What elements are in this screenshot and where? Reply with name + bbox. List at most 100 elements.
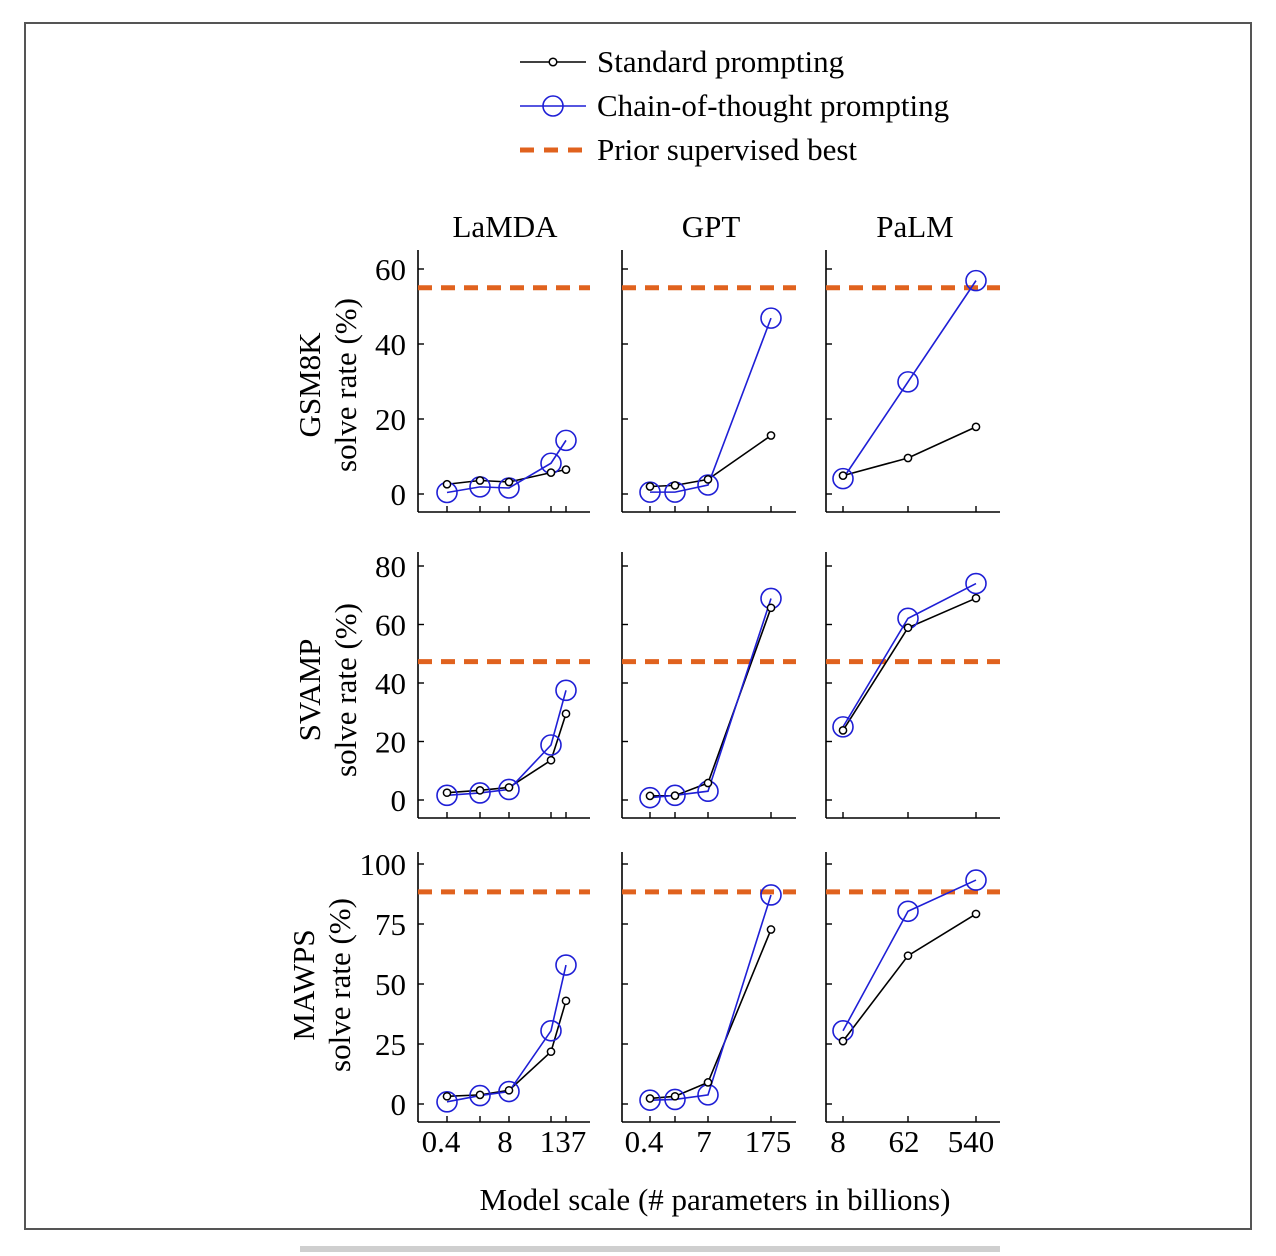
standard-point-gsm8k-palm (971, 422, 981, 432)
standard-point-svamp-palm (838, 726, 848, 735)
y-tick-label-mawps-lamda: 100 (360, 847, 407, 882)
cot-line-mawps-gpt (649, 894, 772, 1101)
standard-point-svamp-lamda (504, 783, 514, 792)
row-dataset-gsm8k: GSM8K (292, 332, 327, 438)
standard-point-mawps-palm (838, 1036, 848, 1046)
standard-point-mawps-gpt (703, 1078, 713, 1087)
row-ylabel-svamp: solve rate (%) (328, 603, 363, 777)
standard-point-svamp-lamda (561, 709, 571, 719)
x-tick-label-gpt: 175 (745, 1124, 792, 1159)
x-tick-label-palm: 62 (889, 1124, 920, 1159)
legend-label-standard: Standard prompting (597, 44, 844, 79)
standard-point-svamp-gpt (670, 791, 680, 800)
standard-point-mawps-gpt (645, 1094, 655, 1103)
legend-item-standard: Standard prompting (520, 44, 844, 79)
standard-point-gsm8k-lamda (442, 479, 452, 489)
standard-point-svamp-lamda (442, 788, 452, 798)
cot-point-mawps-gpt (639, 1089, 661, 1111)
cot-point-svamp-lamda (555, 679, 577, 702)
standard-point-gsm8k-lamda (475, 476, 485, 485)
row-dataset-mawps: MAWPS (286, 929, 321, 1040)
panels: 0 20 40 60 0 20 40 60 80 0 25 50 75 100 (360, 250, 1000, 1123)
panel-svamp-lamda: 0 20 40 60 80 (375, 549, 590, 819)
cot-point-mawps-lamda (555, 954, 577, 976)
standard-point-gsm8k-palm (838, 471, 848, 480)
cot-line-svamp-gpt (649, 598, 772, 799)
x-tick-label-lamda: 137 (540, 1124, 587, 1159)
legend-item-cot: Chain-of-thought prompting (520, 88, 949, 123)
row-labels: GSM8K solve rate (%) SVAMP solve rate (%… (286, 298, 363, 1072)
y-tick-label-gsm8k-lamda: 60 (375, 252, 406, 287)
panel-gsm8k-lamda: 0 20 40 60 (375, 250, 590, 513)
cot-point-gsm8k-palm (965, 269, 987, 292)
y-tick-label-svamp-lamda: 0 (391, 783, 407, 818)
cot-point-gsm8k-lamda (555, 429, 577, 452)
cot-point-gsm8k-palm (897, 371, 919, 393)
standard-point-gsm8k-gpt (703, 475, 713, 484)
x-tick-label-lamda: 0.4 (422, 1124, 461, 1159)
y-tick-label-gsm8k-lamda: 0 (391, 477, 407, 512)
column-title-lamda: LaMDA (452, 209, 558, 244)
standard-point-svamp-gpt (703, 778, 713, 788)
standard-point-svamp-lamda (546, 755, 556, 765)
panel-svamp-palm (825, 552, 1000, 819)
y-tick-label-svamp-lamda: 40 (375, 666, 406, 701)
x-tick-label-palm: 540 (948, 1124, 995, 1159)
cot-point-mawps-lamda (498, 1080, 520, 1103)
y-tick-label-mawps-lamda: 50 (375, 967, 406, 1002)
cot-point-gsm8k-palm (832, 467, 854, 490)
standard-line-gsm8k-palm (842, 426, 977, 477)
panel-mawps-lamda: 0 25 50 75 100 (360, 847, 590, 1123)
x-axis-label: Model scale (# parameters in billions) (480, 1182, 951, 1217)
y-tick-label-mawps-lamda: 75 (375, 907, 406, 942)
cot-line-gsm8k-lamda (446, 439, 567, 494)
standard-point-svamp-palm (903, 623, 913, 633)
cot-point-gsm8k-gpt (697, 474, 719, 496)
row-dataset-svamp: SVAMP (292, 639, 327, 742)
legend-label-cot: Chain-of-thought prompting (597, 88, 949, 123)
standard-point-svamp-gpt (766, 603, 776, 613)
cot-line-gsm8k-palm (842, 280, 977, 480)
standard-point-svamp-gpt (645, 791, 655, 801)
cot-point-svamp-lamda (469, 782, 491, 804)
y-tick-label-mawps-lamda: 25 (375, 1027, 406, 1062)
cot-point-svamp-palm (832, 716, 854, 738)
cot-point-mawps-palm (965, 869, 987, 891)
cot-point-mawps-gpt (664, 1088, 686, 1111)
standard-line-svamp-lamda (446, 713, 567, 794)
standard-line-mawps-gpt (649, 929, 772, 1100)
panel-mawps-palm (825, 852, 1000, 1123)
cot-point-mawps-lamda (469, 1084, 491, 1107)
row-label-svamp: SVAMP solve rate (%) (292, 603, 363, 777)
standard-point-svamp-lamda (475, 785, 485, 795)
y-tick-label-mawps-lamda: 0 (391, 1087, 407, 1122)
standard-line-gsm8k-gpt (649, 434, 772, 488)
y-tick-label-svamp-lamda: 80 (375, 549, 406, 584)
cot-point-svamp-lamda (436, 784, 458, 807)
standard-point-mawps-gpt (766, 925, 776, 934)
y-tick-label-svamp-lamda: 20 (375, 725, 406, 760)
panel-mawps-gpt (621, 852, 796, 1123)
cot-point-gsm8k-gpt (760, 307, 782, 329)
standard-point-gsm8k-gpt (645, 482, 655, 491)
cot-line-svamp-palm (842, 582, 977, 728)
standard-point-gsm8k-gpt (766, 431, 776, 440)
standard-point-svamp-palm (971, 593, 981, 603)
cot-line-gsm8k-gpt (650, 317, 772, 493)
cot-point-mawps-lamda (540, 1020, 562, 1042)
standard-line-mawps-palm (842, 913, 977, 1042)
panel-gsm8k-palm (825, 250, 1000, 513)
legend: Standard prompting Chain-of-thought prom… (520, 44, 949, 167)
standard-point-mawps-lamda (475, 1090, 485, 1100)
row-label-gsm8k: GSM8K solve rate (%) (292, 298, 363, 472)
legend-item-prior-best: Prior supervised best (520, 132, 857, 167)
figure-frame (24, 22, 1252, 1230)
standard-point-mawps-lamda (561, 996, 571, 1006)
standard-point-gsm8k-lamda (504, 477, 514, 487)
row-ylabel-gsm8k: solve rate (%) (328, 298, 363, 472)
x-tick-label-lamda: 8 (497, 1124, 513, 1159)
row-label-mawps: MAWPS solve rate (%) (286, 898, 357, 1072)
y-tick-label-gsm8k-lamda: 20 (375, 402, 406, 437)
standard-point-gsm8k-lamda (561, 465, 571, 474)
bottom-text-remnant (300, 1246, 1000, 1252)
